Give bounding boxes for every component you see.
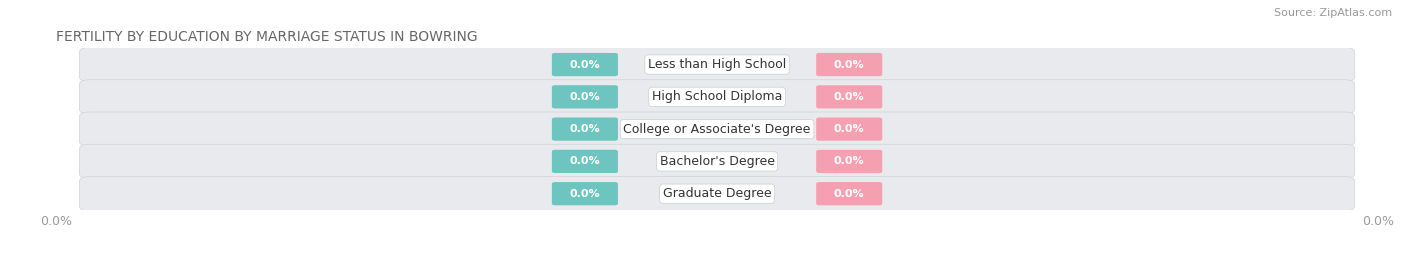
- FancyBboxPatch shape: [79, 80, 1355, 114]
- FancyBboxPatch shape: [815, 85, 883, 108]
- FancyBboxPatch shape: [815, 118, 883, 141]
- Text: Less than High School: Less than High School: [648, 58, 786, 71]
- Text: Source: ZipAtlas.com: Source: ZipAtlas.com: [1274, 8, 1392, 18]
- Text: 0.0%: 0.0%: [834, 189, 865, 199]
- FancyBboxPatch shape: [551, 150, 619, 173]
- Text: Bachelor's Degree: Bachelor's Degree: [659, 155, 775, 168]
- Text: 0.0%: 0.0%: [569, 59, 600, 70]
- Text: 0.0%: 0.0%: [834, 92, 865, 102]
- Text: 0.0%: 0.0%: [569, 124, 600, 134]
- FancyBboxPatch shape: [551, 118, 619, 141]
- Text: FERTILITY BY EDUCATION BY MARRIAGE STATUS IN BOWRING: FERTILITY BY EDUCATION BY MARRIAGE STATU…: [56, 30, 478, 44]
- Text: 0.0%: 0.0%: [834, 59, 865, 70]
- Text: High School Diploma: High School Diploma: [652, 90, 782, 103]
- Text: 0.0%: 0.0%: [569, 92, 600, 102]
- Text: 0.0%: 0.0%: [569, 156, 600, 167]
- Text: College or Associate's Degree: College or Associate's Degree: [623, 123, 811, 136]
- FancyBboxPatch shape: [551, 53, 619, 76]
- FancyBboxPatch shape: [79, 112, 1355, 146]
- FancyBboxPatch shape: [79, 176, 1355, 211]
- Text: 0.0%: 0.0%: [569, 189, 600, 199]
- Text: 0.0%: 0.0%: [834, 124, 865, 134]
- Text: 0.0%: 0.0%: [834, 156, 865, 167]
- FancyBboxPatch shape: [79, 47, 1355, 82]
- FancyBboxPatch shape: [79, 144, 1355, 179]
- Legend: Married, Unmarried: Married, Unmarried: [633, 264, 801, 269]
- FancyBboxPatch shape: [815, 182, 883, 205]
- FancyBboxPatch shape: [815, 53, 883, 76]
- FancyBboxPatch shape: [815, 150, 883, 173]
- FancyBboxPatch shape: [551, 85, 619, 108]
- Text: Graduate Degree: Graduate Degree: [662, 187, 772, 200]
- FancyBboxPatch shape: [551, 182, 619, 205]
